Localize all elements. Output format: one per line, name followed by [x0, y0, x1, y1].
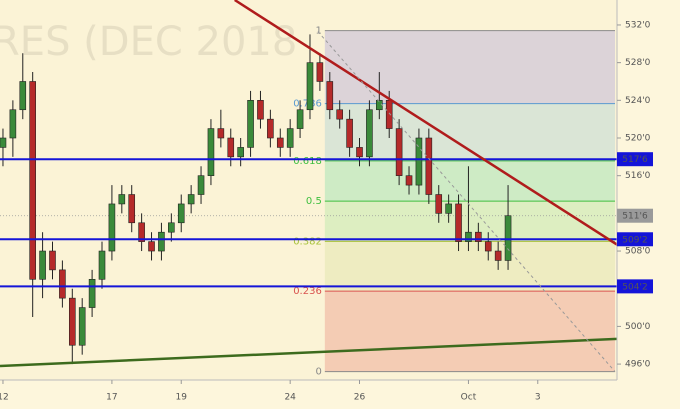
candle-body — [494, 250, 502, 261]
y-tick-label: 500'0 — [625, 322, 651, 332]
candle-body — [39, 250, 46, 280]
candle-body — [128, 194, 136, 224]
candle-body — [257, 100, 264, 120]
candle-body — [415, 137, 423, 186]
candle-body — [68, 297, 76, 346]
price-tag — [617, 232, 653, 247]
y-tick-label: 516'0 — [625, 171, 651, 181]
fib-label: 0 — [315, 367, 321, 378]
axes: 532'0 528'0 524'0 520'0 516'0 508'0 500'0 496'0… — [0, 20, 653, 403]
fib-label: 1 — [315, 26, 321, 37]
candle-body — [237, 147, 244, 158]
x-tick-label: 12 — [0, 393, 9, 403]
candle-body — [207, 128, 215, 176]
watermark: RES (DEC 2018 — [0, 19, 297, 65]
candle-body — [177, 203, 185, 224]
candle-body — [138, 222, 145, 242]
candle-body — [148, 241, 155, 252]
candle-body — [217, 128, 225, 139]
y-tick-label: 508'0 — [625, 247, 651, 257]
x-tick-label: 19 — [176, 393, 188, 403]
candle-body — [49, 250, 56, 271]
fib-label: 0.236 — [293, 286, 322, 297]
x-tick-label: 3 — [535, 393, 541, 403]
fib-band — [324, 241, 616, 292]
fib-band — [324, 30, 616, 104]
candle-body — [395, 128, 403, 176]
candle-body — [88, 279, 96, 308]
candle-body — [247, 100, 254, 148]
candle-body — [475, 231, 482, 242]
candle-body — [405, 175, 413, 186]
y-tick-label: 528'0 — [625, 58, 651, 68]
fib-label: 0.382 — [293, 236, 322, 247]
trendline — [234, 0, 617, 247]
candle-body — [376, 100, 383, 111]
candle-body — [346, 118, 353, 148]
candle-body — [29, 81, 36, 280]
candle-body — [78, 307, 86, 346]
candle-body — [336, 109, 343, 120]
candle-body — [158, 231, 165, 252]
x-tick-label: Oct — [461, 393, 477, 403]
candle-body — [425, 137, 433, 195]
candle-body — [59, 269, 66, 299]
candle-body — [286, 128, 294, 148]
candle-body — [197, 175, 205, 195]
price-tag-label: 509'2 — [622, 235, 647, 245]
price-tag-label: 504'2 — [622, 282, 647, 292]
candle-body — [0, 137, 7, 148]
candle-body — [484, 241, 492, 252]
trendline — [0, 337, 617, 368]
candle-body — [504, 215, 512, 261]
y-tick-label: 520'0 — [625, 134, 651, 144]
price-tag — [617, 279, 653, 294]
price-tag-label: 511'6 — [622, 212, 648, 222]
candle-body — [19, 81, 27, 111]
candle-body — [227, 137, 235, 158]
candle-body — [385, 100, 393, 129]
candle-body — [108, 203, 116, 252]
price-tag — [617, 208, 653, 223]
y-tick-label: 532'0 — [625, 20, 651, 30]
candle-body — [296, 109, 304, 129]
price-tag — [617, 152, 653, 167]
price-tag-label: 517'6 — [622, 155, 648, 165]
fib-label: 0.5 — [306, 196, 322, 207]
candle-body — [356, 147, 363, 158]
candle-body — [435, 194, 443, 214]
candle-body — [276, 137, 284, 148]
candle-body — [326, 81, 334, 111]
x-tick-label: 24 — [284, 393, 296, 403]
candle-body — [187, 194, 195, 205]
candle-body — [465, 231, 472, 242]
candle-body — [9, 109, 17, 139]
candle-body — [316, 62, 324, 82]
y-tick-label: 496'0 — [625, 360, 651, 370]
candle-body — [366, 109, 373, 158]
candle-body — [445, 203, 452, 214]
y-tick-label: 524'0 — [625, 96, 651, 106]
x-tick-label: 17 — [106, 393, 117, 403]
candle-body — [267, 118, 274, 139]
candle-body — [118, 194, 126, 205]
candle-body — [98, 250, 106, 280]
x-tick-label: 26 — [354, 393, 366, 403]
fib-band — [324, 291, 616, 372]
fib-band — [324, 160, 616, 202]
candle-body — [306, 62, 314, 111]
candle-body — [455, 203, 462, 242]
fib-label: 0.618 — [293, 156, 322, 167]
candle-body — [168, 222, 175, 233]
